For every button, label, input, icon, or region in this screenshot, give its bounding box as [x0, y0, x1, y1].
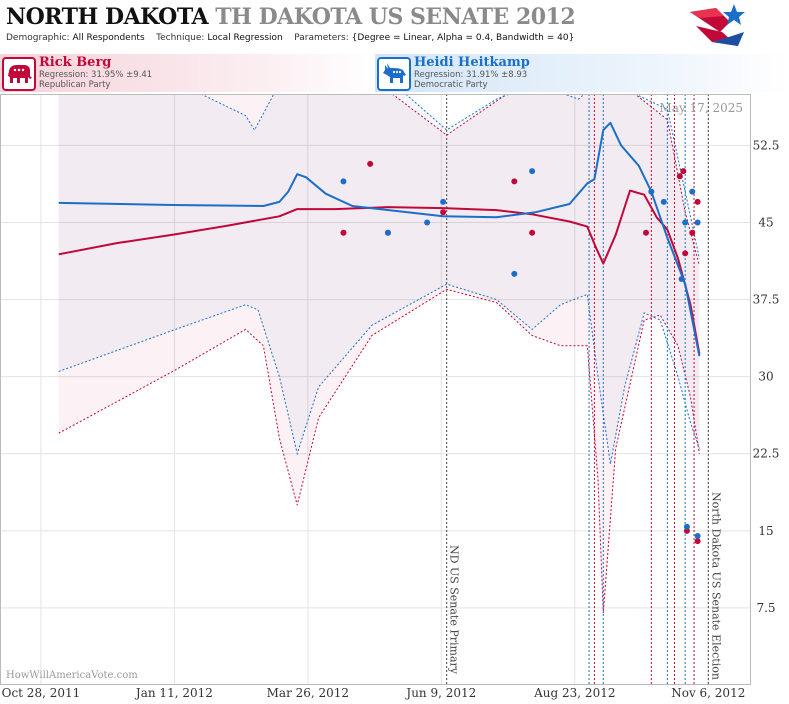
x-tick-label: Oct 28, 2011: [2, 686, 81, 700]
site-logo[interactable]: [686, 2, 746, 48]
y-tick-label: 37.5: [753, 293, 780, 307]
elephant-icon: [2, 57, 36, 91]
page-title: NORTH DAKOTA TH DAKOTA US SENATE 2012: [6, 4, 576, 30]
band-lower-line: [58, 283, 700, 465]
demographic-label: Demographic:: [6, 33, 70, 43]
poll-point: [694, 538, 701, 545]
poll-point: [694, 219, 701, 226]
poll-point: [384, 229, 391, 236]
regression-chart: ND US Senate Primary North Dakota US Sena…: [0, 94, 780, 700]
poll-point: [643, 229, 650, 236]
poll-point: [689, 229, 696, 236]
trend-line: [58, 121, 701, 357]
candidate-card-democrat: Heidi Heitkamp Regression: 31.91% ±8.93 …: [375, 54, 789, 92]
x-tick-label: Mar 26, 2012: [267, 686, 349, 700]
poll-point: [683, 523, 690, 530]
y-tick-label: 22.5: [753, 447, 780, 461]
plot-border: [0, 94, 751, 685]
candidate-name[interactable]: Rick Berg: [39, 55, 112, 70]
poll-point: [424, 219, 431, 226]
poll-point: [676, 173, 683, 180]
poll-point: [511, 178, 518, 185]
confidence-band: [58, 94, 700, 614]
poll-point: [683, 527, 690, 534]
y-tick-label: 15: [758, 524, 773, 538]
poll-point: [511, 270, 518, 277]
poll-point: [678, 276, 685, 283]
poll-point: [694, 532, 701, 539]
candidate-name[interactable]: Heidi Heitkamp: [414, 55, 530, 70]
poll-point: [682, 219, 689, 226]
poll-point: [660, 198, 667, 205]
band-upper-line: [391, 94, 700, 266]
poll-point: [440, 209, 447, 216]
poll-point: [648, 188, 655, 195]
candidate-party: Democratic Party: [414, 80, 488, 90]
x-tick-label: Jun 9, 2012: [404, 686, 476, 700]
x-tick-label: Nov 6, 2012: [671, 686, 745, 700]
poll-point: [529, 168, 536, 175]
plot-background: [0, 94, 751, 685]
technique-value: Local Regression: [207, 33, 283, 43]
title-state: NORTH DAKOTA: [6, 4, 209, 30]
trend-line: [58, 189, 701, 355]
poll-point: [340, 229, 347, 236]
chart-date: May 17, 2025: [660, 101, 743, 115]
poll-point: [689, 188, 696, 195]
band-lower-line: [58, 288, 700, 614]
event-label: North Dakota US Senate Election: [709, 492, 722, 680]
title-race: TH DAKOTA US SENATE 2012: [215, 4, 576, 30]
candidate-card-republican: Rick Berg Regression: 31.95% ±9.41 Repub…: [0, 54, 375, 92]
demographic-value: All Respondents: [72, 33, 145, 43]
donkey-icon: [377, 57, 411, 91]
poll-point: [340, 178, 347, 185]
band-upper-line: [199, 94, 700, 259]
y-tick-label: 30: [758, 370, 773, 384]
parameter-line: Demographic: All Respondents Technique: …: [6, 33, 574, 43]
parameters-value: {Degree = Linear, Alpha = 0.4, Bandwidth…: [351, 33, 575, 43]
candidate-regression: Regression: 31.95% ±9.41: [39, 70, 153, 80]
poll-point: [440, 198, 447, 205]
x-tick-label: Jan 11, 2012: [134, 686, 213, 700]
poll-point: [367, 160, 374, 167]
event-label: ND US Senate Primary: [448, 545, 461, 675]
y-tick-label: 7.5: [756, 601, 775, 615]
candidate-regression: Regression: 31.91% ±8.93: [414, 70, 528, 80]
confidence-band: [58, 94, 700, 464]
header: NORTH DAKOTA TH DAKOTA US SENATE 2012 De…: [0, 0, 789, 52]
x-tick-label: Aug 23, 2012: [533, 686, 615, 700]
poll-point: [680, 168, 687, 175]
y-tick-label: 45: [758, 215, 773, 229]
y-tick-label: 52.5: [753, 138, 780, 152]
parameters-label: Parameters:: [294, 33, 349, 43]
poll-point: [682, 250, 689, 257]
technique-label: Technique:: [156, 33, 205, 43]
candidate-party: Republican Party: [39, 80, 111, 90]
watermark[interactable]: HowWillAmericaVote.com: [6, 670, 138, 681]
poll-point: [694, 198, 701, 205]
poll-point: [529, 229, 536, 236]
